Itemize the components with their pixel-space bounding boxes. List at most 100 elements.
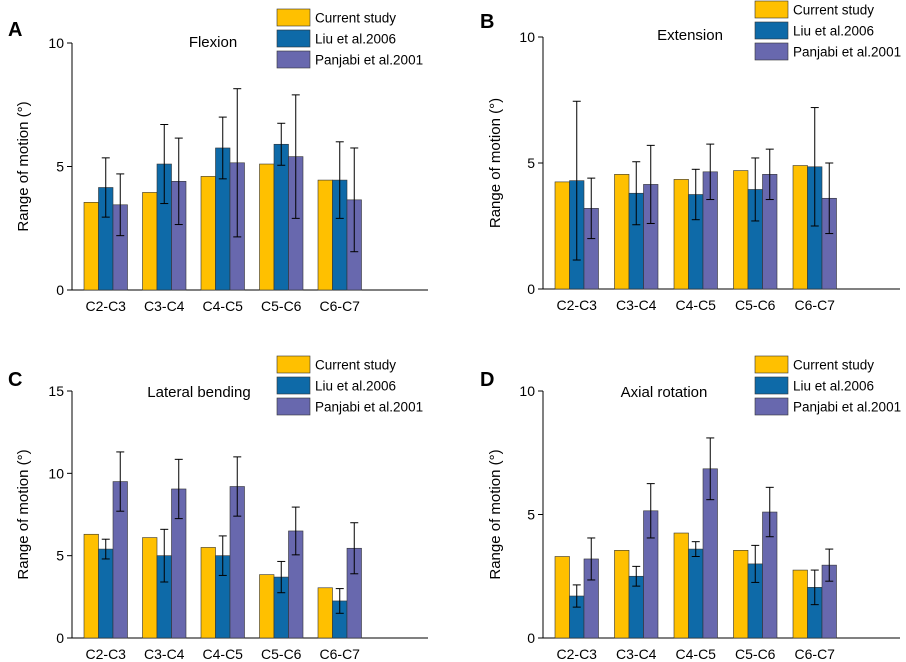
panel-b: B Extension Range of motion (°) 0 5 10 C2-C3 C3… (480, 0, 901, 313)
bar-c5-c6-series-1 (733, 170, 749, 290)
x-tick-label: C3-C4 (144, 646, 185, 662)
bar-c4-c5-series-1 (200, 547, 216, 639)
bar-c3-c4-series-1 (614, 174, 630, 290)
x-tick-label: C3-C4 (616, 646, 657, 662)
bar-c6-c7-series-1 (317, 179, 333, 291)
bar-c6-c7-series-1 (317, 587, 333, 639)
x-tick-label: C5-C6 (261, 646, 302, 662)
bar-c3-c4-series-1 (142, 537, 158, 639)
bar-c2-c3-series-2 (98, 548, 114, 639)
x-tick-label: C4-C5 (676, 297, 717, 313)
y-tick-label: 0 (56, 630, 64, 646)
legend-swatch (276, 8, 311, 27)
chart-title: Flexion (189, 34, 237, 51)
bar-c5-c6-series-1 (259, 163, 275, 291)
y-tick-label: 0 (527, 281, 535, 297)
legend-label: Panjabi et al.2001 (315, 53, 423, 68)
panel-c: C Lateral bending Range of motion (°) 0 5 10 1… (8, 355, 428, 662)
legend-label: Liu et al.2006 (793, 24, 874, 39)
x-tick-label: C4-C5 (203, 298, 244, 314)
panel-letter: C (8, 369, 22, 391)
bar-c5-c6-series-2 (273, 143, 289, 291)
x-tick-label: C6-C7 (320, 298, 361, 314)
y-axis-label: Range of motion (°) (487, 449, 504, 579)
panel-d: D Axial rotation Range of motion (°) 0 5 10 C2… (480, 355, 901, 662)
y-tick-label: 5 (527, 507, 535, 523)
legend-label: Panjabi et al.2001 (793, 400, 901, 415)
x-tick-label: C4-C5 (676, 646, 717, 662)
y-tick-label: 0 (56, 282, 64, 298)
bar-c3-c4-series-1 (142, 192, 158, 291)
bar-c2-c3-series-1 (554, 181, 570, 290)
legend-swatch (276, 50, 311, 69)
legend-swatch (754, 42, 789, 61)
panel-a: A Flexion Range of motion (°) 0 5 10 C2-C3 C3-C… (8, 8, 428, 314)
x-tick-label: C3-C4 (144, 298, 185, 314)
legend-swatch (754, 376, 789, 395)
legend-swatch (276, 376, 311, 395)
legend: Current study Liu et al.2006 Panjabi et al… (276, 8, 423, 69)
bar-c3-c4-series-1 (614, 550, 630, 639)
y-tick-label: 5 (56, 548, 64, 564)
y-tick-label: 10 (48, 465, 64, 481)
bar-c4-c5-series-2 (688, 548, 704, 639)
y-tick-label: 0 (527, 630, 535, 646)
legend-label: Panjabi et al.2001 (315, 400, 423, 415)
x-tick-label: C2-C3 (557, 297, 598, 313)
bar-c2-c3-series-1 (83, 202, 99, 291)
bar-c2-c3-series-1 (554, 556, 570, 639)
bar-c6-c7-series-1 (792, 569, 808, 639)
panel-letter: D (480, 369, 494, 391)
x-tick-label: C6-C7 (795, 646, 836, 662)
legend-label: Liu et al.2006 (315, 32, 396, 47)
legend-label: Current study (793, 358, 874, 373)
y-axis-label: Range of motion (°) (15, 449, 32, 579)
legend-swatch (754, 0, 789, 19)
bar-c5-c6-series-1 (733, 550, 749, 639)
y-tick-label: 10 (519, 383, 535, 399)
legend-swatch (754, 397, 789, 416)
x-tick-label: C4-C5 (203, 646, 244, 662)
y-tick-label: 5 (56, 159, 64, 175)
y-tick-label: 15 (48, 383, 64, 399)
x-tick-label: C6-C7 (795, 297, 836, 313)
y-tick-label: 10 (48, 35, 64, 51)
legend-label: Liu et al.2006 (315, 379, 396, 394)
legend-swatch (754, 355, 789, 374)
legend-swatch (276, 29, 311, 48)
panel-letter: A (8, 19, 22, 41)
legend-swatch (754, 21, 789, 40)
x-tick-label: C5-C6 (261, 298, 302, 314)
legend-label: Current study (315, 11, 396, 26)
bar-c5-c6-series-1 (259, 574, 275, 639)
x-tick-label: C5-C6 (735, 297, 776, 313)
legend-label: Panjabi et al.2001 (793, 45, 901, 60)
x-tick-label: C2-C3 (86, 298, 127, 314)
y-tick-label: 10 (519, 29, 535, 45)
x-tick-label: C2-C3 (86, 646, 127, 662)
bar-c6-c7-series-1 (792, 165, 808, 290)
legend-label: Current study (315, 358, 396, 373)
y-axis-label: Range of motion (°) (487, 98, 504, 228)
x-tick-label: C2-C3 (557, 646, 598, 662)
bar-c4-c5-series-1 (673, 532, 689, 639)
chart-title: Extension (657, 27, 723, 44)
bar-c4-c5-series-1 (673, 179, 689, 290)
x-tick-label: C6-C7 (320, 646, 361, 662)
y-tick-label: 5 (527, 155, 535, 171)
bar-c4-c5-series-1 (200, 176, 216, 291)
legend-swatch (276, 397, 311, 416)
legend-label: Current study (793, 3, 874, 18)
chart-title: Lateral bending (147, 384, 250, 401)
legend-label: Liu et al.2006 (793, 379, 874, 394)
legend: Current study Liu et al.2006 Panjabi et al… (276, 355, 423, 416)
bar-c2-c3-series-1 (83, 533, 99, 639)
panel-letter: B (480, 11, 494, 33)
legend: Current study Liu et al.2006 Panjabi et al… (754, 0, 901, 61)
legend: Current study Liu et al.2006 Panjabi et al… (754, 355, 901, 416)
y-axis-label: Range of motion (°) (15, 101, 32, 231)
legend-swatch (276, 355, 311, 374)
chart-title: Axial rotation (621, 384, 708, 401)
x-tick-label: C3-C4 (616, 297, 657, 313)
